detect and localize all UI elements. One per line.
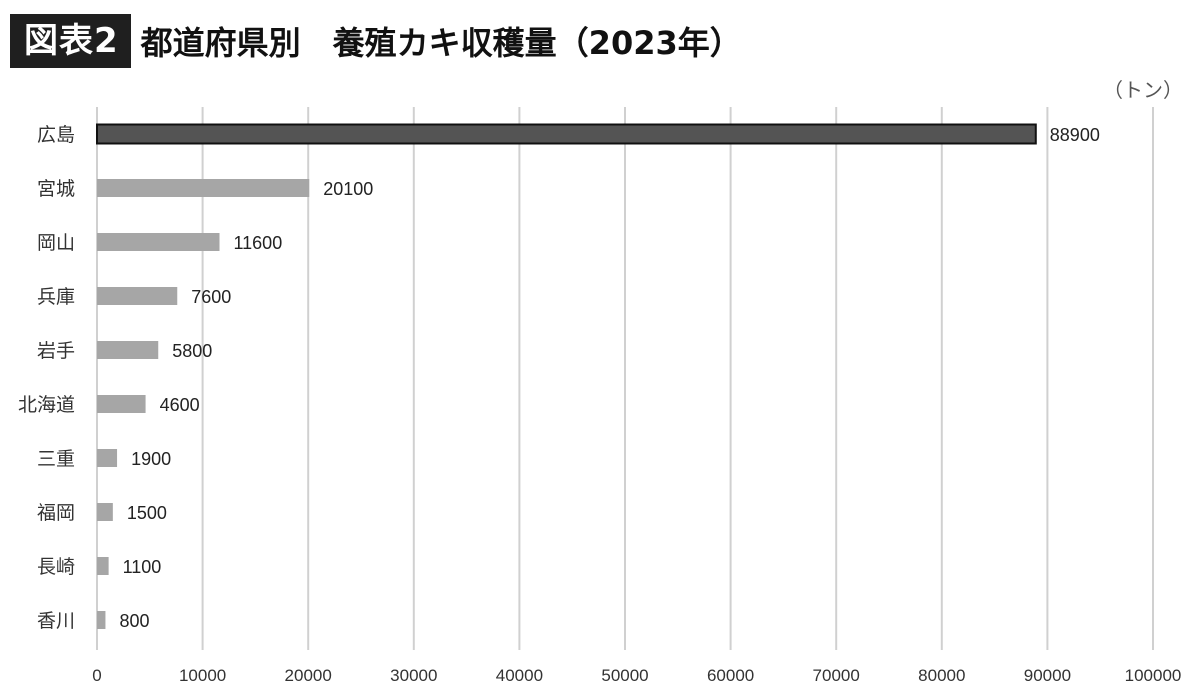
data-label: 88900 <box>1050 125 1100 145</box>
x-tick-label: 100000 <box>1125 666 1182 685</box>
data-label: 5800 <box>172 341 212 361</box>
category-label: 宮城 <box>37 178 75 200</box>
data-label: 1500 <box>127 503 167 523</box>
category-label: 長崎 <box>37 556 75 578</box>
x-tick-label: 80000 <box>918 666 965 685</box>
x-tick-label: 30000 <box>390 666 437 685</box>
category-label: 北海道 <box>18 394 75 416</box>
bar <box>97 503 113 521</box>
bar <box>97 611 106 629</box>
bar <box>97 557 109 575</box>
x-tick-label: 50000 <box>601 666 648 685</box>
unit-label: （トン） <box>1103 78 1183 102</box>
bar <box>97 233 220 251</box>
x-tick-label: 70000 <box>813 666 860 685</box>
x-tick-label: 60000 <box>707 666 754 685</box>
bars <box>96 123 1037 629</box>
category-label: 岡山 <box>37 232 75 254</box>
chart-title: 都道府県別 養殖カキ収穫量（2023年） <box>140 24 742 62</box>
bar <box>97 179 310 197</box>
category-label: 兵庫 <box>37 286 75 308</box>
bar <box>97 449 118 467</box>
bar <box>96 123 1037 145</box>
data-label: 1900 <box>131 449 171 469</box>
category-label: 三重 <box>37 448 75 470</box>
bar <box>97 341 159 359</box>
bar <box>97 287 178 305</box>
data-label: 20100 <box>323 179 373 199</box>
data-label: 800 <box>119 611 149 631</box>
x-tick-label: 0 <box>92 666 101 685</box>
data-label: 1100 <box>123 557 162 577</box>
category-label: 広島 <box>37 124 75 146</box>
x-tick-label: 20000 <box>285 666 332 685</box>
figure-number-badge: 図表2 <box>10 14 131 68</box>
data-label: 4600 <box>160 395 200 415</box>
category-label: 香川 <box>37 610 75 632</box>
data-label: 11600 <box>233 233 282 253</box>
data-label: 7600 <box>191 287 231 307</box>
x-tick-label: 40000 <box>496 666 543 685</box>
title-row: 図表2 都道府県別 養殖カキ収穫量（2023年） <box>10 14 742 68</box>
bar <box>97 395 146 413</box>
x-tick-label: 90000 <box>1024 666 1071 685</box>
category-label: 福岡 <box>37 502 75 524</box>
x-tick-label: 10000 <box>179 666 226 685</box>
labels: 0 10000 20000 30000 40000 50000 60000 70000 8000… <box>18 78 1183 685</box>
category-label: 岩手 <box>37 340 75 362</box>
